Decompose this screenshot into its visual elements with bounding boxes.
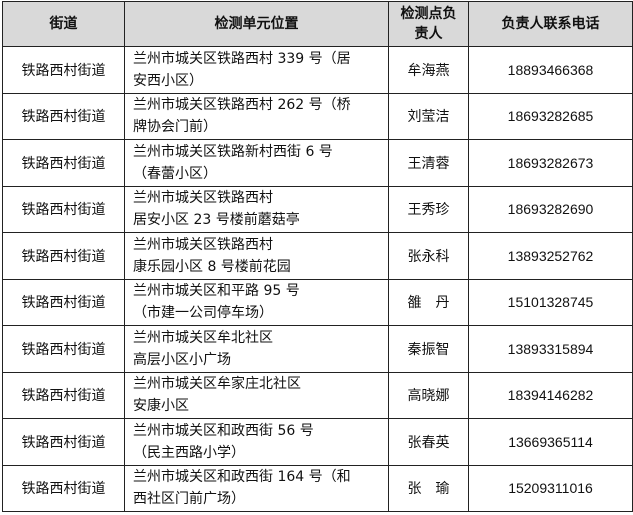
cell-person: 张永科 xyxy=(388,232,469,280)
cell-phone: 18693282690 xyxy=(468,185,633,233)
cell-street: 铁路西村街道 xyxy=(2,139,125,187)
address-line: 兰州市城关区铁路西村 339 号（居 xyxy=(133,50,351,67)
address-line: 兰州市城关区和平路 95 号 xyxy=(133,283,300,300)
table-row: 铁路西村街道 兰州市城关区牟家庄北社区 安康小区 高晓娜 18394146282 xyxy=(2,371,633,419)
address-line: 兰州市城关区铁路新村西街 6 号 xyxy=(133,143,333,160)
cell-phone: 18693282685 xyxy=(468,92,633,140)
cell-phone: 15101328745 xyxy=(468,278,633,326)
cell-street: 铁路西村街道 xyxy=(2,418,125,466)
address-line: 牌协会门前） xyxy=(133,119,217,136)
cell-address: 兰州市城关区和政西街 56 号 （民主西路小学） xyxy=(124,418,389,466)
cell-person: 牟海燕 xyxy=(388,46,469,94)
header-location: 检测单元位置 xyxy=(124,1,389,47)
cell-address: 兰州市城关区牟家庄北社区 安康小区 xyxy=(124,371,389,419)
cell-address: 兰州市城关区铁路西村居安小区 23 号楼前蘑菇亭 xyxy=(124,185,389,233)
address-line: 兰州市城关区铁路西村 262 号（桥 xyxy=(133,97,351,114)
cell-phone: 13893315894 xyxy=(468,325,633,373)
cell-phone: 13893252762 xyxy=(468,232,633,280)
address-line: 兰州市城关区铁路西村 xyxy=(133,236,273,253)
cell-person: 张春英 xyxy=(388,418,469,466)
address-line: 兰州市城关区和政西街 164 号（和 xyxy=(133,469,351,486)
cell-person: 刘莹洁 xyxy=(388,92,469,140)
cell-address: 兰州市城关区铁路西村 339 号（居 安西小区） xyxy=(124,46,389,94)
address-line: 居安小区 23 号楼前蘑菇亭 xyxy=(133,212,300,229)
cell-street: 铁路西村街道 xyxy=(2,371,125,419)
address-line: 西社区门前广场） xyxy=(133,491,245,508)
cell-address: 兰州市城关区铁路西村 262 号（桥 牌协会门前） xyxy=(124,92,389,140)
cell-person: 王秀珍 xyxy=(388,185,469,233)
cell-address: 兰州市城关区和政西街 164 号（和 西社区门前广场） xyxy=(124,464,389,512)
table-row: 铁路西村街道 兰州市城关区铁路西村 339 号（居 安西小区） 牟海燕 18893466… xyxy=(2,46,633,94)
table-row: 铁路西村街道 兰州市城关区铁路西村 262 号（桥 牌协会门前） 刘莹洁 1869328… xyxy=(2,92,633,140)
address-line: 兰州市城关区和政西街 56 号 xyxy=(133,422,314,439)
cell-street: 铁路西村街道 xyxy=(2,232,125,280)
address-line: 兰州市城关区牟家庄北社区 xyxy=(133,376,301,393)
cell-street: 铁路西村街道 xyxy=(2,92,125,140)
cell-address: 兰州市城关区铁路新村西街 6 号 （春蕾小区） xyxy=(124,139,389,187)
cell-street: 铁路西村街道 xyxy=(2,464,125,512)
table-row: 铁路西村街道 兰州市城关区和政西街 164 号（和 西社区门前广场）张 瑜 15209… xyxy=(2,464,633,512)
address-line: （市建一公司停车场） xyxy=(133,305,273,322)
table-row: 铁路西村街道 兰州市城关区铁路西村 康乐园小区 8 号楼前花园 张永科 13893252… xyxy=(2,232,633,280)
cell-street: 铁路西村街道 xyxy=(2,185,125,233)
table-row: 铁路西村街道 兰州市城关区和政西街 56 号 （民主西路小学） 张春英 13669365… xyxy=(2,418,633,466)
address-line: 兰州市城关区牟北社区 xyxy=(133,329,273,346)
cell-street: 铁路西村街道 xyxy=(2,46,125,94)
address-line: 安康小区 xyxy=(133,398,189,415)
cell-person: 高晓娜 xyxy=(388,371,469,419)
address-line: 安西小区） xyxy=(133,72,203,89)
cell-street: 铁路西村街道 xyxy=(2,325,125,373)
table-row: 铁路西村街道 兰州市城关区铁路新村西街 6 号 （春蕾小区） 王清蓉 186932826… xyxy=(2,139,633,187)
header-person: 检测点负责人 xyxy=(388,1,469,47)
address-line: （春蕾小区） xyxy=(133,165,217,182)
cell-address: 兰州市城关区和平路 95 号 （市建一公司停车场） xyxy=(124,278,389,326)
cell-phone: 18693282673 xyxy=(468,139,633,187)
cell-phone: 13669365114 xyxy=(468,418,633,466)
table-row: 铁路西村街道 兰州市城关区铁路西村 居安小区 23 号楼前蘑菇亭 王秀珍 1869328… xyxy=(2,185,633,233)
cell-phone: 18893466368 xyxy=(468,46,633,94)
cell-street: 铁路西村街道 xyxy=(2,278,125,326)
address-line: （民主西路小学） xyxy=(133,444,245,461)
cell-person: 秦振智 xyxy=(388,325,469,373)
header-person-text: 检测点负责人 xyxy=(400,6,457,42)
address-line: 高层小区小广场 xyxy=(133,351,231,368)
cell-address: 兰州市城关区牟北社区 高层小区小广场 xyxy=(124,325,389,373)
cell-address: 兰州市城关区铁路西村康乐园小区 8 号楼前花园 xyxy=(124,232,389,280)
cell-person: 张 瑜 xyxy=(388,464,469,512)
header-street: 街道 xyxy=(2,1,125,47)
header-phone: 负责人联系电话 xyxy=(468,1,633,47)
cell-phone: 15209311016 xyxy=(468,464,633,512)
header-row: 街道 检测单元位置 检测点负责人 负责人联系电话 xyxy=(2,1,633,47)
address-line: 兰州市城关区铁路西村 xyxy=(133,190,273,207)
cell-person: 雒 丹 xyxy=(388,278,469,326)
cell-phone: 18394146282 xyxy=(468,371,633,419)
cell-person: 王清蓉 xyxy=(388,139,469,187)
table-row: 铁路西村街道 兰州市城关区和平路 95 号 （市建一公司停车场） 雒 丹 1510132… xyxy=(2,278,633,326)
table-row: 铁路西村街道 兰州市城关区牟北社区 高层小区小广场 秦振智 13893315894 xyxy=(2,325,633,373)
address-line: 康乐园小区 8 号楼前花园 xyxy=(133,258,291,275)
